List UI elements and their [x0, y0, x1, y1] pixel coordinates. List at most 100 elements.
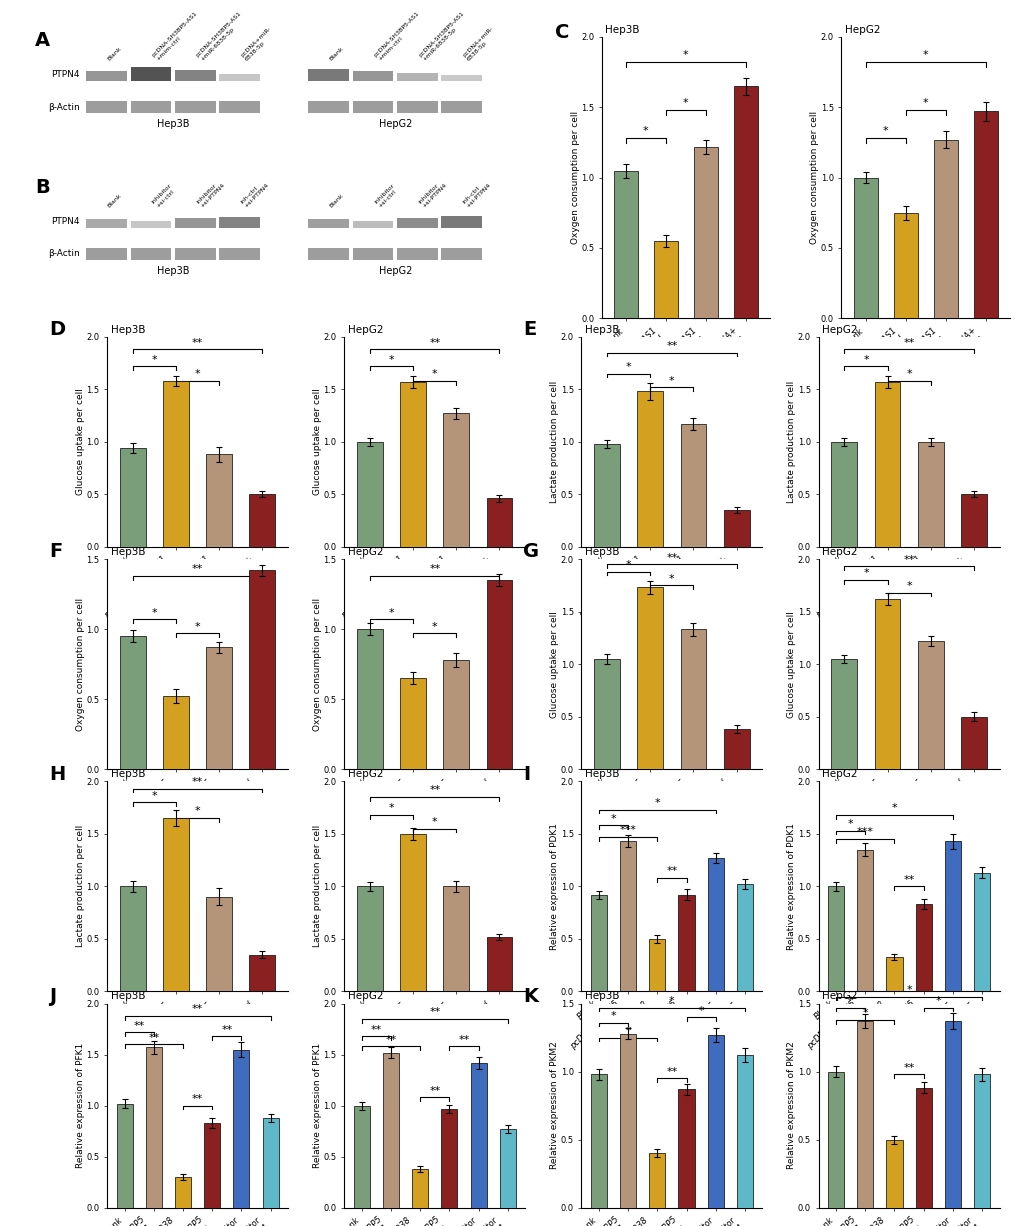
Text: **: ** [429, 1086, 440, 1096]
Y-axis label: Relative expression of PKM2: Relative expression of PKM2 [787, 1042, 796, 1170]
Bar [249, 955, 275, 992]
Bar [396, 74, 437, 81]
Text: *: * [152, 608, 157, 618]
Text: HepG2: HepG2 [821, 769, 857, 780]
Bar [886, 956, 902, 992]
Bar [219, 75, 260, 81]
Y-axis label: Relative expression of PKM2: Relative expression of PKM2 [549, 1042, 558, 1170]
Text: pcDNA-SH3BP5-AS1
+miR-6838-5p: pcDNA-SH3BP5-AS1 +miR-6838-5p [417, 10, 469, 61]
Bar [443, 660, 469, 769]
Bar [915, 905, 930, 992]
Bar [353, 221, 393, 228]
Text: *: * [431, 817, 437, 826]
Text: **: ** [665, 553, 677, 563]
Bar [944, 841, 960, 992]
Y-axis label: Relative expression of PDK1: Relative expression of PDK1 [549, 823, 558, 950]
Text: *: * [195, 369, 201, 379]
Text: Blank: Blank [107, 192, 122, 208]
Bar [130, 101, 171, 114]
Text: *: * [610, 1011, 615, 1021]
Text: HepG2: HepG2 [347, 769, 383, 780]
Text: *: * [847, 996, 853, 1007]
Bar [637, 587, 662, 769]
Y-axis label: Glucose uptake per cell: Glucose uptake per cell [313, 389, 322, 495]
Bar [163, 818, 189, 992]
Bar [174, 248, 215, 260]
Bar [249, 570, 275, 769]
Text: **: ** [429, 1008, 440, 1018]
Bar [649, 1154, 664, 1208]
Bar [944, 1021, 960, 1208]
Bar [441, 75, 482, 81]
Text: C: C [554, 23, 569, 42]
Text: **: ** [429, 337, 440, 348]
Text: Blank: Blank [328, 45, 344, 61]
Bar [206, 455, 232, 547]
Y-axis label: Glucose uptake per cell: Glucose uptake per cell [75, 389, 85, 495]
Y-axis label: Relative expression of PFK1: Relative expression of PFK1 [313, 1043, 322, 1168]
Bar [87, 71, 126, 81]
Bar [120, 886, 146, 992]
Text: *: * [847, 819, 853, 829]
Bar [917, 441, 943, 547]
Bar [206, 647, 232, 769]
Text: B: B [35, 178, 50, 196]
Text: **: ** [903, 874, 914, 885]
Bar [233, 1049, 250, 1208]
Bar [399, 383, 426, 547]
Text: inh-ctrl
+si-PTPN4: inh-ctrl +si-PTPN4 [462, 178, 492, 208]
Bar [637, 391, 662, 547]
Text: HepG2: HepG2 [378, 119, 412, 129]
Bar [856, 850, 872, 992]
Bar [443, 886, 469, 992]
Bar [693, 147, 717, 319]
Bar [827, 886, 844, 992]
Y-axis label: Lactate production per cell: Lactate production per cell [75, 825, 85, 948]
Bar [620, 841, 636, 992]
Bar [830, 658, 857, 769]
Text: HepG2: HepG2 [821, 325, 857, 335]
Text: HepG2: HepG2 [821, 992, 857, 1002]
Text: *: * [152, 354, 157, 364]
Text: *: * [626, 560, 631, 570]
Text: HepG2: HepG2 [347, 325, 383, 335]
Text: *: * [152, 791, 157, 801]
Text: *: * [195, 622, 201, 631]
Text: I: I [523, 765, 530, 783]
Y-axis label: Lactate production per cell: Lactate production per cell [549, 380, 558, 503]
Bar [174, 101, 215, 114]
Text: *: * [881, 126, 888, 136]
Bar [486, 499, 512, 547]
Bar [357, 886, 383, 992]
Bar [308, 70, 348, 81]
Text: inh-ctrl
+si-PTPN4: inh-ctrl +si-PTPN4 [239, 178, 270, 208]
Text: pcDNA-SH3BP5-AS1
+mim-ctrl: pcDNA-SH3BP5-AS1 +mim-ctrl [151, 10, 202, 61]
Text: Hep3B: Hep3B [604, 25, 639, 34]
Text: inhibitor
+si-PTPN4: inhibitor +si-PTPN4 [417, 178, 447, 208]
Text: Hep3B: Hep3B [585, 325, 619, 335]
Text: **: ** [903, 1063, 914, 1073]
Bar [590, 1074, 606, 1208]
Bar [219, 248, 260, 260]
Bar [353, 248, 393, 260]
Text: Blank: Blank [328, 192, 344, 208]
Bar [87, 219, 126, 228]
Text: *: * [891, 803, 897, 813]
Bar [130, 222, 171, 228]
Bar [443, 413, 469, 547]
Text: **: ** [903, 554, 914, 565]
Bar [722, 510, 749, 547]
Bar [734, 86, 757, 319]
Bar [441, 216, 482, 228]
Bar [382, 1053, 398, 1208]
Text: G: G [523, 542, 539, 562]
Text: Hep3B: Hep3B [111, 992, 145, 1002]
Y-axis label: Oxygen consumption per cell: Oxygen consumption per cell [570, 112, 579, 244]
Text: *: * [642, 126, 648, 136]
Bar [357, 441, 383, 547]
Text: Hep3B: Hep3B [585, 992, 619, 1002]
Bar [130, 66, 171, 81]
Text: **: ** [385, 1035, 396, 1045]
Text: **: ** [665, 341, 677, 351]
Bar [396, 101, 437, 114]
